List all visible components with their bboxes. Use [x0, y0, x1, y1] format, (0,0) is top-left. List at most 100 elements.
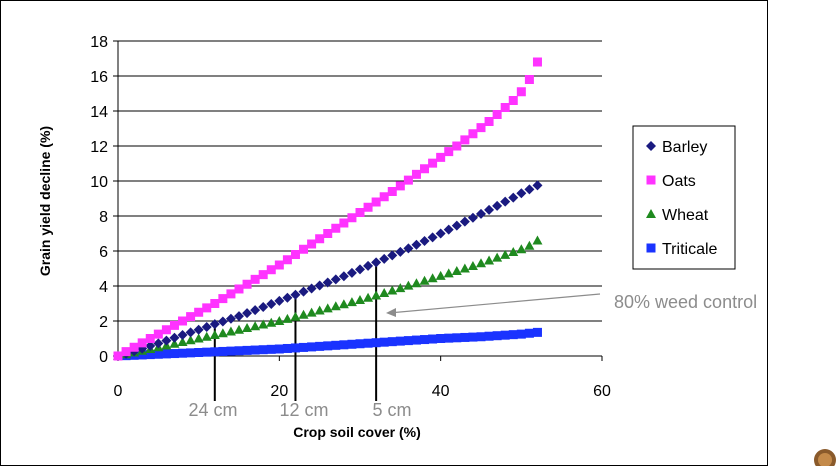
- data-point: [524, 328, 534, 338]
- x-tick-label: 60: [593, 383, 611, 400]
- data-point: [234, 284, 244, 294]
- data-point: [161, 335, 172, 346]
- data-point: [201, 321, 212, 332]
- data-point: [185, 335, 196, 345]
- data-point: [443, 268, 454, 278]
- data-point: [371, 290, 382, 300]
- data-point: [363, 292, 374, 302]
- data-point: [258, 270, 268, 280]
- data-point: [209, 319, 220, 330]
- data-point: [508, 192, 519, 203]
- data-point: [202, 347, 212, 357]
- data-point: [161, 349, 171, 359]
- data-point: [428, 158, 438, 168]
- data-point: [476, 123, 486, 133]
- data-point: [330, 274, 341, 285]
- data-point: [330, 301, 341, 311]
- data-point: [201, 331, 212, 341]
- y-tick-label: 10: [90, 174, 108, 191]
- data-point: [306, 283, 317, 294]
- data-point: [363, 338, 373, 348]
- y-tick-label: 18: [90, 34, 108, 51]
- data-point: [492, 331, 502, 341]
- data-point: [516, 244, 527, 254]
- data-point: [484, 331, 494, 341]
- data-point: [347, 213, 357, 223]
- data-point: [322, 277, 333, 288]
- axes: 0 2 4 6 8 10 12 14 16 18 0 20 40 60: [90, 34, 611, 400]
- data-point: [121, 347, 131, 357]
- data-point: [314, 305, 325, 315]
- data-point: [186, 312, 196, 322]
- emblem-icon: [814, 449, 836, 466]
- data-point: [274, 316, 285, 325]
- data-point: [420, 164, 430, 174]
- data-point: [524, 75, 534, 84]
- data-point: [516, 87, 526, 97]
- data-point: [258, 302, 269, 312]
- data-point: [250, 274, 260, 284]
- data-point: [420, 335, 430, 345]
- data-point: [436, 334, 446, 343]
- y-tick-label: 0: [99, 349, 108, 366]
- legend-label-oats: Oats: [662, 173, 696, 190]
- data-point: [508, 96, 518, 105]
- data-point: [451, 265, 462, 275]
- data-point: [323, 229, 333, 238]
- data-point: [339, 340, 349, 350]
- data-point: [492, 252, 503, 262]
- data-point: [355, 208, 365, 217]
- data-point: [427, 273, 438, 283]
- data-point: [427, 232, 438, 243]
- data-point: [217, 328, 228, 338]
- series-oats: [113, 57, 542, 361]
- data-point: [266, 317, 277, 327]
- data-point: [395, 283, 406, 293]
- data-point: [169, 320, 179, 330]
- data-point: [225, 313, 236, 324]
- legend: Barley Oats Wheat Triticale: [632, 125, 736, 270]
- data-point: [451, 220, 462, 231]
- data-point: [242, 279, 252, 289]
- data-point: [225, 326, 236, 336]
- data-point: [403, 243, 414, 254]
- legend-marker-barley: [646, 141, 656, 151]
- data-point: [315, 234, 325, 244]
- data-point: [226, 346, 236, 356]
- data-point: [500, 330, 510, 340]
- data-point: [516, 188, 527, 199]
- data-point: [363, 260, 374, 271]
- data-point: [217, 316, 228, 327]
- data-point: [282, 292, 293, 303]
- data-point: [467, 261, 478, 271]
- data-point: [346, 267, 357, 278]
- data-point: [234, 324, 244, 334]
- data-point: [387, 250, 398, 261]
- data-point: [298, 286, 309, 297]
- y-axis-title: Grain yield decline (%): [37, 126, 53, 276]
- x-axis-title: Crop soil cover (%): [293, 424, 421, 440]
- data-point: [178, 348, 188, 358]
- data-point: [411, 239, 422, 250]
- data-point: [153, 349, 163, 359]
- legend-label-triticale: Triticale: [662, 241, 718, 258]
- data-point: [411, 169, 421, 179]
- data-point: [282, 313, 293, 323]
- data-point: [178, 316, 188, 326]
- data-point: [185, 327, 196, 338]
- series-wheat: [113, 235, 543, 360]
- data-point: [193, 324, 204, 335]
- data-point: [314, 280, 325, 291]
- data-point: [250, 345, 260, 355]
- data-point: [459, 263, 470, 273]
- data-point: [290, 343, 300, 353]
- data-point: [210, 347, 220, 357]
- data-point: [338, 271, 349, 282]
- data-point: [323, 341, 333, 351]
- data-point: [169, 332, 180, 343]
- data-point: [226, 289, 236, 299]
- data-series: [113, 57, 543, 361]
- data-point: [500, 103, 510, 112]
- y-tick-label: 6: [99, 244, 108, 261]
